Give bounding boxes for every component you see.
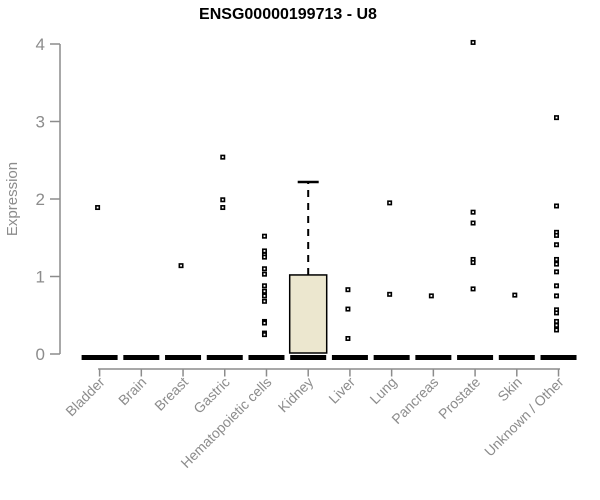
- outlier-point-center: [555, 284, 558, 287]
- outlier-point-center: [555, 312, 558, 314]
- outlier-point-center: [472, 41, 474, 44]
- outlier-point-center: [472, 258, 474, 261]
- outlier-point-center: [263, 267, 266, 270]
- outlier-point-center: [430, 294, 433, 297]
- outlier-point-center: [555, 329, 558, 331]
- outlier-point-center: [555, 231, 558, 234]
- outlier-point-center: [263, 250, 266, 252]
- category-label: Liver: [325, 374, 358, 407]
- median-dash: [415, 355, 452, 360]
- outlier-point-center: [388, 201, 391, 204]
- outlier-point-center: [555, 324, 558, 327]
- category-label: Prostate: [435, 374, 483, 422]
- outlier-point-center: [263, 235, 266, 238]
- outlier-point-center: [263, 300, 266, 303]
- median-dash: [331, 355, 368, 360]
- outlier-point-center: [263, 290, 266, 293]
- median-dash: [498, 355, 535, 360]
- outlier-point-center: [472, 222, 474, 224]
- outlier-point-center: [263, 333, 266, 336]
- median-dash: [81, 355, 118, 360]
- outlier-point-center: [263, 322, 266, 324]
- chart-title: ENSG00000199713 - U8: [199, 6, 377, 23]
- outlier-point-center: [555, 205, 558, 207]
- outlier-point-center: [347, 288, 349, 291]
- outlier-point-center: [221, 198, 224, 201]
- category-label: Unknown / Other: [481, 374, 567, 460]
- category-label: Breast: [151, 374, 191, 414]
- outlier-point-center: [263, 284, 266, 287]
- y-tick-label: 4: [36, 35, 45, 54]
- median-dash: [206, 355, 243, 360]
- outlier-point-center: [96, 206, 99, 209]
- category-label: Skin: [494, 374, 525, 405]
- outlier-point-center: [555, 234, 558, 237]
- outlier-point-center: [263, 256, 266, 259]
- y-tick-label: 3: [36, 113, 45, 132]
- outlier-point-center: [555, 320, 558, 323]
- outlier-point-center: [472, 211, 474, 214]
- category-label: Brain: [115, 374, 149, 408]
- outlier-point-center: [555, 116, 558, 119]
- outlier-point-center: [472, 288, 474, 290]
- category-label: Bladder: [62, 374, 108, 420]
- outlier-point-center: [472, 261, 474, 264]
- median-dash: [373, 355, 410, 360]
- outlier-point-center: [555, 258, 558, 261]
- category-label: Lung: [366, 374, 399, 407]
- median-dash: [248, 355, 285, 360]
- box: [288, 274, 328, 354]
- outlier-point-center: [555, 270, 558, 273]
- outlier-point-center: [555, 308, 558, 311]
- outlier-point-center: [513, 294, 516, 296]
- outlier-point-center: [221, 206, 224, 209]
- y-tick-label: 2: [36, 190, 45, 209]
- median-dash: [123, 355, 160, 360]
- y-tick-label: 1: [36, 268, 45, 287]
- outlier-point-center: [180, 264, 182, 267]
- y-tick-label: 0: [36, 345, 45, 364]
- median-dash: [165, 355, 202, 360]
- outlier-point-center: [555, 263, 558, 265]
- outlier-point-center: [347, 308, 349, 310]
- category-label: Kidney: [275, 374, 317, 416]
- median-dash: [540, 355, 577, 360]
- outlier-point-center: [555, 294, 558, 297]
- outlier-point-center: [263, 294, 266, 297]
- outlier-point-center: [347, 337, 349, 340]
- outlier-point-center: [221, 156, 224, 159]
- outlier-point-center: [555, 243, 558, 246]
- outlier-point-center: [263, 273, 266, 276]
- median-dash: [457, 355, 494, 360]
- outlier-point-center: [388, 293, 391, 296]
- median-dash: [290, 355, 327, 360]
